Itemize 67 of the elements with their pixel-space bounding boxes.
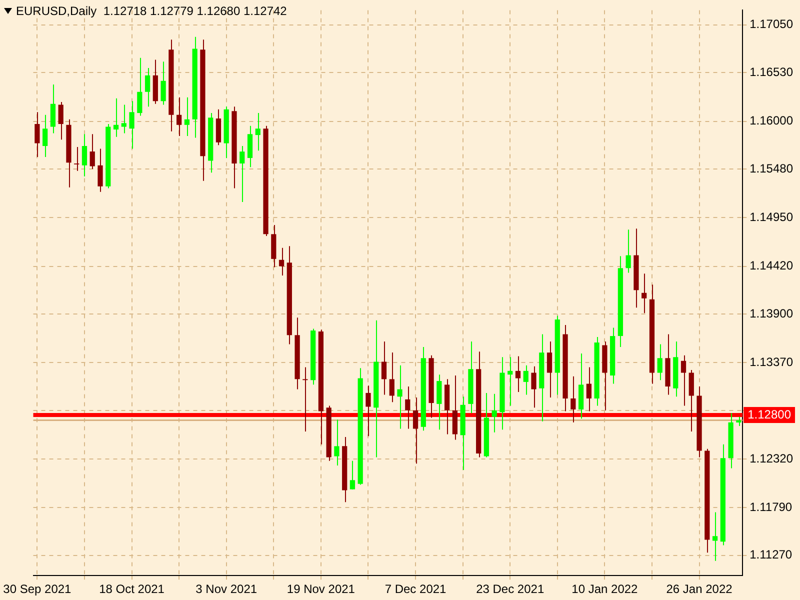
candlestick xyxy=(412,397,418,464)
candlestick xyxy=(626,229,631,274)
y-tick-label: 1.11790 xyxy=(750,500,792,514)
candlestick xyxy=(586,366,592,412)
x-tick-label: 10 Jan 2022 xyxy=(572,582,638,596)
candlestick xyxy=(34,112,40,158)
candlestick xyxy=(240,146,245,203)
y-tick-label: 1.14420 xyxy=(750,258,794,273)
y-tick-label: 1.16530 xyxy=(750,64,794,79)
x-tick-label: 7 Dec 2021 xyxy=(384,582,447,596)
candlestick xyxy=(397,364,402,430)
candlestick xyxy=(98,148,103,192)
candlestick xyxy=(184,96,190,136)
candlestick xyxy=(712,512,718,562)
y-tick-label: 1.15480 xyxy=(750,161,794,176)
candlestick xyxy=(160,61,166,106)
candlestick xyxy=(492,393,497,433)
y-tick-label: 1.13900 xyxy=(750,306,794,320)
x-tick-label: 19 Nov 2021 xyxy=(286,582,356,596)
x-tick-label: 30 Sep 2021 xyxy=(3,582,72,596)
x-tick-label: 26 Jan 2022 xyxy=(666,582,733,596)
candlestick xyxy=(216,108,222,146)
candlestick xyxy=(350,460,356,490)
candlestick xyxy=(452,375,458,440)
candlestick xyxy=(515,356,521,393)
candlestick xyxy=(546,341,552,398)
candlestick xyxy=(90,134,95,170)
x-tick-label: 3 Nov 2021 xyxy=(196,582,258,596)
candlestick xyxy=(58,101,64,140)
candlestick xyxy=(436,374,442,430)
y-tick-label: 1.12320 xyxy=(750,451,794,466)
candlestick xyxy=(657,344,662,381)
candlestick xyxy=(680,354,686,406)
candlestick xyxy=(508,356,513,406)
y-tick-label: 1.13370 xyxy=(750,354,794,369)
candlestick xyxy=(74,146,80,172)
candlestick xyxy=(523,364,528,396)
candlestick xyxy=(255,112,260,152)
y-tick-label: 1.14950 xyxy=(750,210,794,224)
candlestick xyxy=(176,96,182,136)
x-tick-label: 23 Dec 2021 xyxy=(476,582,544,596)
candlestick xyxy=(50,84,56,134)
candlestick xyxy=(82,134,88,177)
y-tick-label: 1.16000 xyxy=(750,114,794,128)
candlestick xyxy=(642,273,647,314)
candlestick xyxy=(247,125,253,168)
candlestick xyxy=(389,352,394,403)
y-tick-label: 1.11270 xyxy=(750,548,792,562)
candlestick xyxy=(113,98,119,138)
y-tick-label: 1.17050 xyxy=(750,17,794,32)
candlestick xyxy=(278,247,284,276)
x-tick-label: 18 Oct 2021 xyxy=(99,582,165,596)
candlestick xyxy=(42,114,48,158)
ref-line-label: 1.12800 xyxy=(748,407,792,422)
candlestick xyxy=(137,57,142,116)
candlestick xyxy=(144,68,150,108)
candlestick xyxy=(129,100,134,150)
chart-title: EURUSD,Daily 1.12718 1.12779 1.12680 1.12742 xyxy=(16,4,287,18)
candlestick xyxy=(531,366,536,408)
candlestick xyxy=(688,370,694,432)
candlestick xyxy=(381,341,387,396)
candlestick xyxy=(334,419,340,466)
candlestick xyxy=(570,376,576,423)
candlestick xyxy=(121,104,126,134)
candlestick xyxy=(302,366,308,432)
candlestick xyxy=(405,386,410,430)
candlestick xyxy=(366,385,371,437)
